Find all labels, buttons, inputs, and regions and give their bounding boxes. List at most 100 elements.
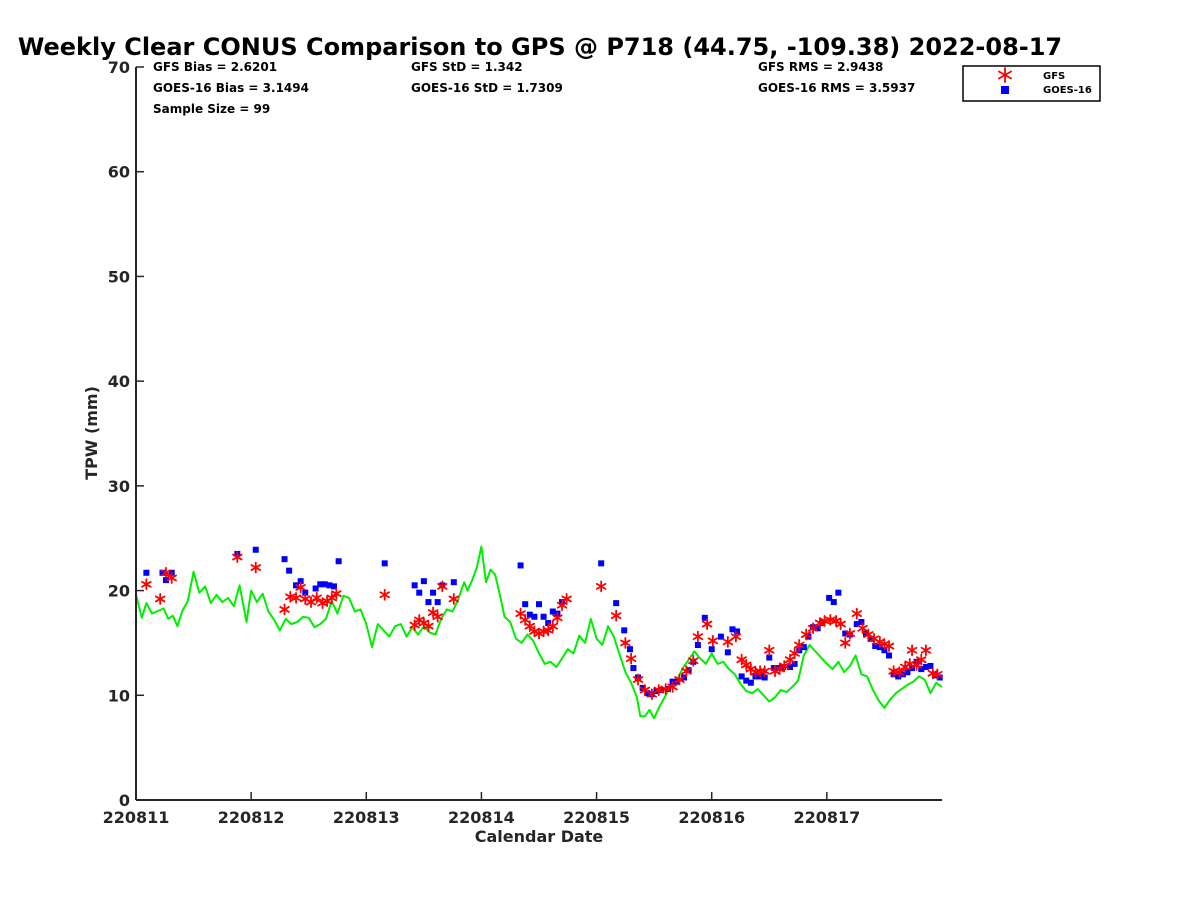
asterisk-stroke — [448, 595, 460, 603]
asterisk-stroke — [825, 616, 836, 624]
goes16-point — [411, 582, 418, 589]
gfs-point — [311, 592, 323, 604]
asterisk-stroke — [807, 624, 819, 632]
x-tick-label: 220814 — [448, 808, 515, 827]
gfs-point — [331, 587, 342, 600]
asterisk-stroke — [295, 584, 306, 591]
goes16-point — [434, 599, 441, 606]
gfs-point — [432, 610, 443, 623]
x-tick-label: 220813 — [333, 808, 400, 827]
asterisk-stroke — [883, 642, 895, 650]
goes16-point — [159, 569, 166, 576]
goes16-point — [312, 585, 319, 592]
x-tick-label: 220812 — [218, 808, 285, 827]
asterisk-stroke — [409, 621, 420, 629]
stat-gfs-bias: GFS Bias = 2.6201 — [153, 60, 277, 74]
asterisk-stroke — [379, 591, 390, 599]
y-tick-label: 0 — [119, 791, 130, 810]
gfs-point — [807, 622, 819, 635]
stat-gfs-std: GFS StD = 1.342 — [411, 60, 523, 74]
gfs-point — [542, 624, 554, 637]
gfs-point — [232, 551, 243, 563]
asterisk-stroke — [888, 667, 899, 675]
gfs-point — [379, 588, 390, 601]
asterisk-stroke — [279, 606, 290, 613]
goes16-point — [526, 611, 533, 618]
goes16-point — [252, 546, 259, 553]
asterisk-stroke — [800, 631, 812, 638]
gps-series-line-layer — [135, 545, 943, 720]
y-axis-label: TPW (mm) — [82, 386, 101, 480]
gfs-point — [620, 637, 631, 649]
gfs-point — [667, 681, 678, 693]
goes16-point — [281, 556, 288, 563]
goes16-point — [549, 608, 556, 615]
y-tick-label: 10 — [108, 686, 130, 705]
goes16-point — [143, 569, 150, 576]
x-tick-label: 220816 — [678, 808, 745, 827]
gps-series-line — [135, 545, 943, 720]
gfs-point — [688, 654, 699, 667]
asterisk-stroke — [844, 630, 856, 637]
gfs-point — [610, 609, 622, 622]
gfs-point — [154, 593, 166, 605]
gfs-point — [632, 673, 644, 686]
gfs-point — [722, 635, 734, 648]
asterisk-stroke — [701, 620, 713, 628]
gfs-point — [793, 639, 805, 651]
gfs-point — [166, 572, 177, 584]
asterisk-stroke — [300, 595, 311, 603]
goes16-point — [842, 630, 849, 637]
asterisk-stroke — [835, 620, 846, 628]
gfs-point — [906, 644, 918, 657]
goes16-point — [853, 621, 860, 628]
gfs-point — [835, 618, 846, 630]
asterisk-stroke — [437, 582, 448, 590]
goes16-point — [886, 652, 893, 659]
goes16-point — [420, 578, 427, 585]
goes16-point — [770, 665, 777, 672]
legend-gfs-asterisk-icon — [998, 67, 1012, 83]
legend: GFS GOES-16 — [962, 65, 1101, 102]
goes16-point — [425, 599, 432, 606]
goes16-point — [598, 560, 605, 567]
gfs-series-layer — [141, 551, 943, 701]
stat-goes-rms: GOES-16 RMS = 3.5937 — [758, 81, 915, 95]
asterisk-stroke — [851, 610, 863, 618]
gfs-point — [290, 592, 302, 604]
asterisk-stroke — [674, 676, 685, 683]
y-axis-ticks: 0 10 20 30 40 50 60 70 — [108, 58, 144, 810]
gfs-point — [707, 634, 719, 647]
gfs-point — [595, 580, 607, 593]
goes16-point — [895, 673, 902, 680]
asterisk-stroke — [741, 661, 752, 669]
asterisk-stroke — [326, 594, 337, 602]
gfs-point — [701, 618, 713, 630]
asterisk-stroke — [688, 657, 699, 665]
gfs-point — [779, 660, 790, 672]
goes16-point — [286, 567, 293, 574]
asterisk-stroke — [547, 622, 559, 630]
asterisk-stroke — [290, 594, 302, 602]
asterisk-stroke — [311, 594, 323, 602]
gfs-point — [894, 666, 905, 679]
goes16-point — [381, 560, 388, 567]
asterisk-stroke — [166, 574, 177, 582]
goes16-point — [927, 662, 934, 669]
asterisk-stroke — [840, 639, 851, 647]
gfs-point — [932, 668, 943, 681]
goes16-point — [331, 583, 338, 590]
goes16-point — [724, 649, 731, 656]
gfs-point — [800, 628, 812, 641]
gfs-point — [844, 627, 856, 640]
asterisk-stroke — [916, 656, 927, 664]
asterisk-stroke — [789, 650, 800, 657]
gfs-point — [279, 603, 290, 616]
goes16-point — [936, 674, 943, 681]
asterisk-stroke — [552, 614, 563, 622]
y-tick-label: 30 — [108, 477, 130, 496]
gfs-point — [857, 622, 868, 635]
asterisk-stroke — [519, 616, 531, 624]
